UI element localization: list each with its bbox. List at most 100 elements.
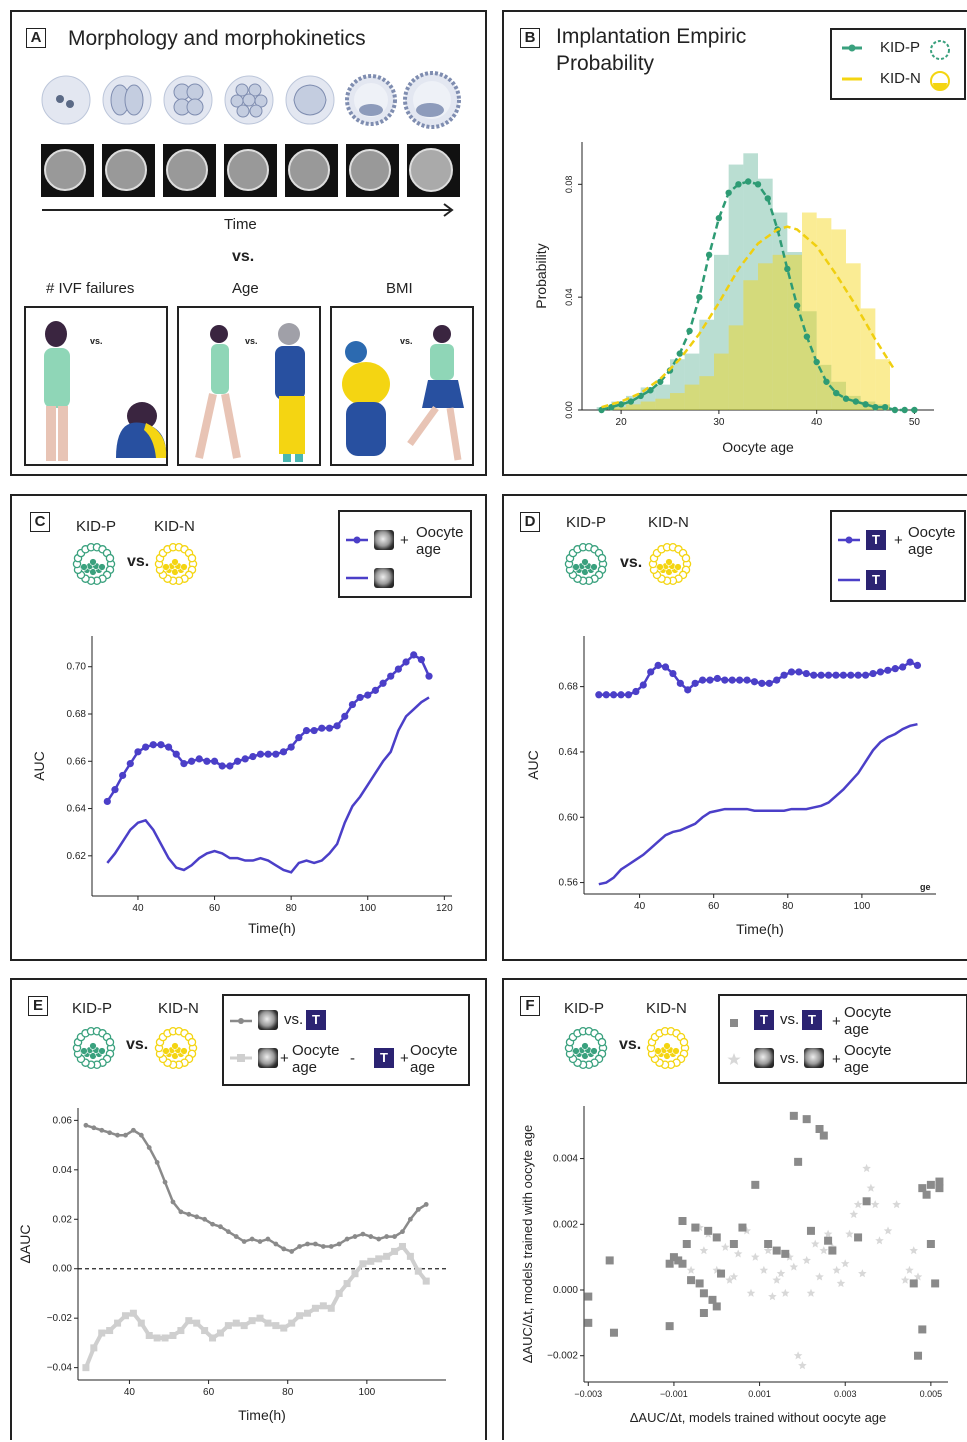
embryo-image-icon [258, 1010, 278, 1030]
series-point-2 [383, 1252, 391, 1260]
blastocyst-icm-cell [89, 558, 97, 566]
series-point-2 [391, 1247, 399, 1255]
scatter-square-point [699, 1289, 708, 1298]
series-point-1 [721, 676, 729, 684]
histogram-bar-kid-n [699, 376, 714, 410]
blastocyst-icm-cell [98, 1047, 106, 1055]
plus-sign: + [832, 1013, 841, 1030]
series-point-1 [862, 671, 870, 679]
legend-age: age [908, 541, 934, 558]
age-vs-label: vs. [245, 336, 258, 346]
x-tick-label: 0.003 [834, 1389, 857, 1399]
scatter-star-point [862, 1163, 871, 1173]
series-point-1 [241, 755, 249, 763]
scatter-star-point [785, 1252, 794, 1261]
panel-b-legend: KID-P KID-N [830, 28, 966, 100]
density-point-kid-p [764, 195, 771, 202]
x-tick-label: 0.005 [920, 1389, 943, 1399]
scatter-star-point [840, 1259, 850, 1268]
scatter-square-point [824, 1236, 833, 1245]
series-point-1 [333, 722, 341, 730]
kid-n-label: KID-N [648, 514, 689, 531]
series-point-2 [327, 1304, 335, 1312]
x-tick-label: 0.001 [748, 1389, 771, 1399]
y-tick-label: 0.08 [564, 176, 574, 194]
chart-e: 40 60 80 100 −0.04 −0.02 0.00 0.02 0.04 0.06 Time(… [17, 1108, 446, 1423]
histogram-bar-kid-n [670, 393, 685, 410]
scatter-square-point [708, 1295, 717, 1304]
plus-sign: + [832, 1051, 841, 1068]
series-point-1 [787, 668, 796, 676]
scatter-square-point [687, 1276, 696, 1285]
series-point-1 [810, 671, 818, 679]
series-point-1 [103, 797, 111, 806]
series-point-1 [186, 1211, 192, 1217]
scatter-square-point [789, 1111, 798, 1120]
series-point-1 [130, 1127, 136, 1133]
scatter-square-point [922, 1190, 931, 1199]
histogram-bar-kid-n [626, 404, 641, 410]
series-point-1 [352, 1234, 358, 1239]
density-point-kid-p [784, 265, 791, 273]
series-point-1 [233, 1234, 239, 1239]
y-axis-label: ΔAUC [17, 1225, 33, 1264]
series-point-1 [119, 771, 127, 780]
series-point-2 [272, 1322, 280, 1330]
density-point-kid-p [608, 403, 615, 411]
t-box-icon: T [306, 1010, 326, 1030]
histogram-bar-kid-n [743, 280, 758, 410]
series-point-1 [832, 671, 840, 679]
scatter-star-point [806, 1288, 816, 1297]
scatter-star-point [811, 1239, 820, 1248]
series-point-2 [201, 1327, 209, 1335]
series-point-1 [610, 691, 618, 699]
scatter-square-point [794, 1157, 803, 1166]
y-tick-label: 0.68 [559, 682, 579, 693]
series-point-2 [106, 1327, 114, 1335]
embryo-stage-5 [285, 75, 335, 125]
series-point-1 [162, 1179, 168, 1185]
series-point-1 [847, 671, 855, 679]
histogram-bar-kid-n [714, 353, 729, 410]
series-point-2 [343, 1280, 351, 1288]
series-point-1 [402, 658, 410, 666]
women-illustration-ivf [44, 321, 167, 461]
scatter-square-point [678, 1217, 687, 1225]
x-tick-label: 60 [203, 1387, 215, 1398]
series-point-1 [295, 734, 303, 742]
blastocyst-icm-cell [581, 1042, 589, 1050]
density-point-kid-p [803, 333, 811, 340]
ivf-vs-label: vs. [90, 336, 103, 346]
scatter-star-point [768, 1292, 777, 1301]
kid-p-label: KID-P [564, 1000, 605, 1017]
scatter-square-point [862, 1197, 871, 1206]
density-point-kid-p [842, 395, 850, 402]
series-point-1 [595, 691, 603, 699]
vs-sign: vs. [780, 1011, 800, 1028]
scatter-square-point [935, 1184, 944, 1193]
scatter-star-point [759, 1265, 769, 1274]
series-point-1 [884, 666, 892, 674]
scatter-square-point [931, 1279, 940, 1288]
histogram-bar-kid-n [684, 384, 700, 410]
series-point-1 [795, 668, 803, 676]
y-tick-label: 0.64 [67, 804, 87, 815]
series-point-1 [728, 676, 736, 684]
scatter-star-point [721, 1242, 730, 1251]
histogram-bar-kid-n [611, 407, 626, 410]
legend-oocyte: Oocyte [908, 524, 956, 541]
series-point-2 [185, 1317, 193, 1325]
legend-age: age [416, 541, 442, 558]
vs-sign: vs. [780, 1050, 800, 1067]
panel-d-label: D [520, 512, 540, 532]
series-point-1 [654, 661, 662, 669]
kid-p-blastocyst-icon [72, 543, 116, 585]
series-point-2 [177, 1327, 185, 1335]
panel-d: D KID-P KID-N vs. T + Oocyte age T 40 60 8… [502, 494, 967, 961]
series-point-2 [224, 1322, 232, 1330]
density-point-kid-p [705, 251, 713, 259]
panel-c-legend: + Oocyte age [338, 510, 472, 598]
kid-p-blastocyst-icon [72, 1027, 116, 1069]
histogram-bar-kid-p [670, 359, 685, 410]
series-point-1 [154, 1160, 160, 1165]
